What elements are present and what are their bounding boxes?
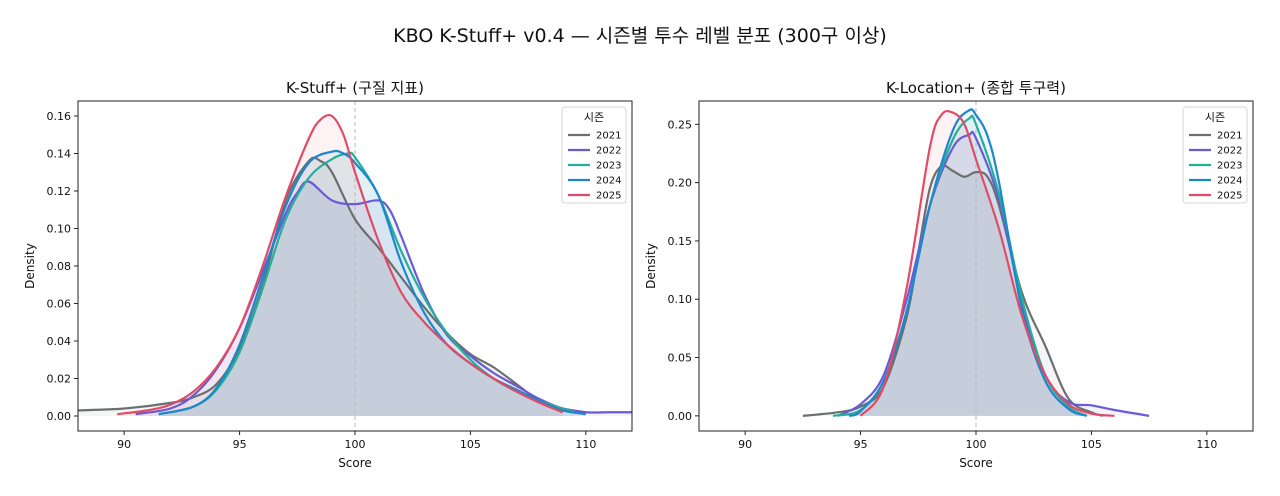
legend-title: 시즌	[1205, 111, 1225, 124]
x-tick-label: 90	[117, 438, 131, 451]
y-axis-label: Density	[644, 243, 658, 289]
x-tick-label: 105	[460, 438, 481, 451]
legend-label-2023: 2023	[1217, 161, 1242, 172]
y-tick-label: 0.00	[668, 410, 693, 423]
x-axis-label: Score	[338, 456, 372, 470]
series-line-2021	[78, 156, 587, 414]
series-line-2025	[859, 109, 1115, 417]
x-tick-label: 95	[233, 438, 247, 451]
legend-label-2022: 2022	[596, 146, 621, 157]
x-tick-label: 100	[345, 438, 366, 451]
legend-title: 시즌	[584, 111, 604, 124]
legend-label-2024: 2024	[596, 176, 621, 187]
legend-label-2025: 2025	[1217, 191, 1242, 202]
legend: 시즌 2021 2022 2023 2024 2025	[1182, 106, 1248, 204]
y-tick-label: 0.25	[668, 118, 693, 131]
y-tick-label: 0.08	[47, 260, 72, 273]
k-stuff-panel: K-Stuff+ (구질 지표) 90 95 100 105 110 0.00 0.02 0.0…	[23, 79, 633, 470]
legend-label-2022: 2022	[1217, 146, 1242, 157]
x-tick-label: 110	[1196, 438, 1217, 451]
y-tick-label: 0.00	[47, 410, 72, 423]
y-tick-label: 0.16	[47, 110, 72, 123]
y-tick-label: 0.10	[47, 223, 72, 236]
plot-area	[78, 101, 632, 431]
series-line-2024	[158, 149, 587, 416]
legend-label-2023: 2023	[596, 161, 621, 172]
legend: 시즌 2021 2022 2023 2024 2025	[561, 106, 627, 204]
figure-suptitle: KBO K-Stuff+ v0.4 — 시즌별 투수 레벨 분포 (300구 이…	[393, 25, 887, 47]
y-axis-label: Density	[23, 243, 37, 289]
y-tick-label: 0.04	[47, 335, 72, 348]
legend-label-2021: 2021	[1217, 131, 1242, 142]
y-tick-label: 0.05	[668, 352, 693, 365]
y-tick-label: 0.14	[47, 148, 72, 161]
y-tick-label: 0.02	[47, 373, 72, 386]
y-tick-label: 0.20	[668, 177, 693, 190]
legend-label-2024: 2024	[1217, 176, 1242, 187]
x-axis-label: Score	[959, 456, 993, 470]
y-tick-label: 0.10	[668, 293, 693, 306]
x-tick-label: 90	[738, 438, 752, 451]
series-line-2025	[117, 113, 564, 416]
panel-title: K-Stuff+ (구질 지표)	[286, 79, 424, 97]
x-tick-label: 105	[1081, 438, 1102, 451]
x-tick-label: 110	[575, 438, 596, 451]
panel-title: K-Location+ (종합 투구력)	[886, 79, 1066, 97]
k-location-panel: K-Location+ (종합 투구력) 90 95 100 105 110 0.00 0.0…	[644, 79, 1254, 470]
y-tick-label: 0.12	[47, 185, 72, 198]
x-tick-label: 100	[966, 438, 987, 451]
plot-area	[699, 101, 1253, 431]
y-tick-label: 0.06	[47, 298, 72, 311]
y-tick-label: 0.15	[668, 235, 693, 248]
legend-label-2025: 2025	[596, 191, 621, 202]
legend-label-2021: 2021	[596, 131, 621, 142]
x-tick-label: 95	[854, 438, 868, 451]
